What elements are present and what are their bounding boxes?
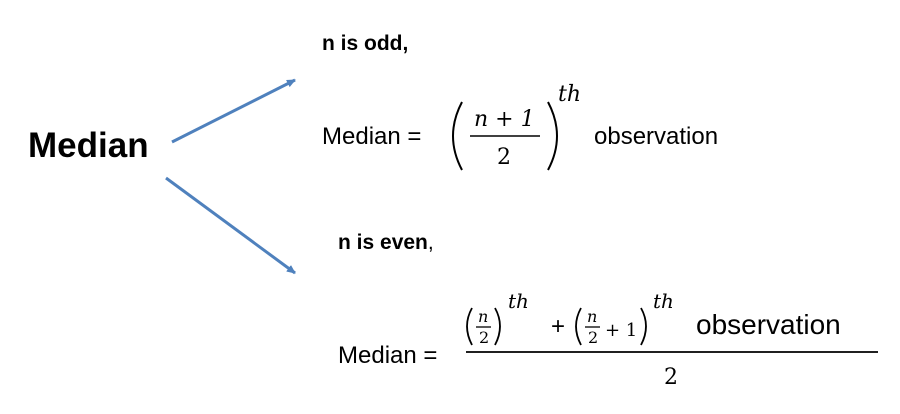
even-term1-den: 2 [479, 328, 489, 347]
odd-superscript: th [558, 82, 581, 107]
even-term1-right-paren [494, 307, 501, 346]
even-suffix: observation [696, 309, 841, 340]
odd-formula-lhs: Median = [322, 123, 421, 150]
odd-suffix: observation [594, 123, 718, 150]
even-term2-den: 2 [588, 328, 598, 347]
branch-odd-label-bold: n is odd, [322, 32, 409, 55]
odd-numerator: n + 1 [474, 107, 535, 132]
odd-right-paren [547, 101, 558, 171]
even-plus: + [551, 313, 565, 340]
branch-even-label-bold: n is even [338, 231, 428, 254]
even-term1-num: n [478, 307, 488, 326]
arrow-even [165, 176, 296, 275]
arrow-odd [171, 78, 296, 144]
even-term2-num: n [587, 307, 597, 326]
even-term2-plus-one: + 1 [605, 320, 637, 341]
even-formula-lhs: Median = [338, 342, 437, 369]
branch-odd-label: n is odd, [322, 33, 408, 54]
even-term2-left-paren [575, 307, 582, 346]
even-term2-right-paren [640, 307, 647, 346]
odd-left-paren [452, 101, 463, 171]
branch-even-label: n is even, [338, 232, 434, 253]
odd-denominator: 2 [497, 145, 511, 170]
even-outer-denominator: 2 [664, 365, 678, 390]
branch-even-label-rest: , [427, 231, 434, 254]
even-term1-sup: th [508, 289, 529, 313]
even-term2-sup: th [653, 289, 674, 313]
even-term1-left-paren [466, 307, 473, 346]
center-label: Median [28, 126, 149, 165]
